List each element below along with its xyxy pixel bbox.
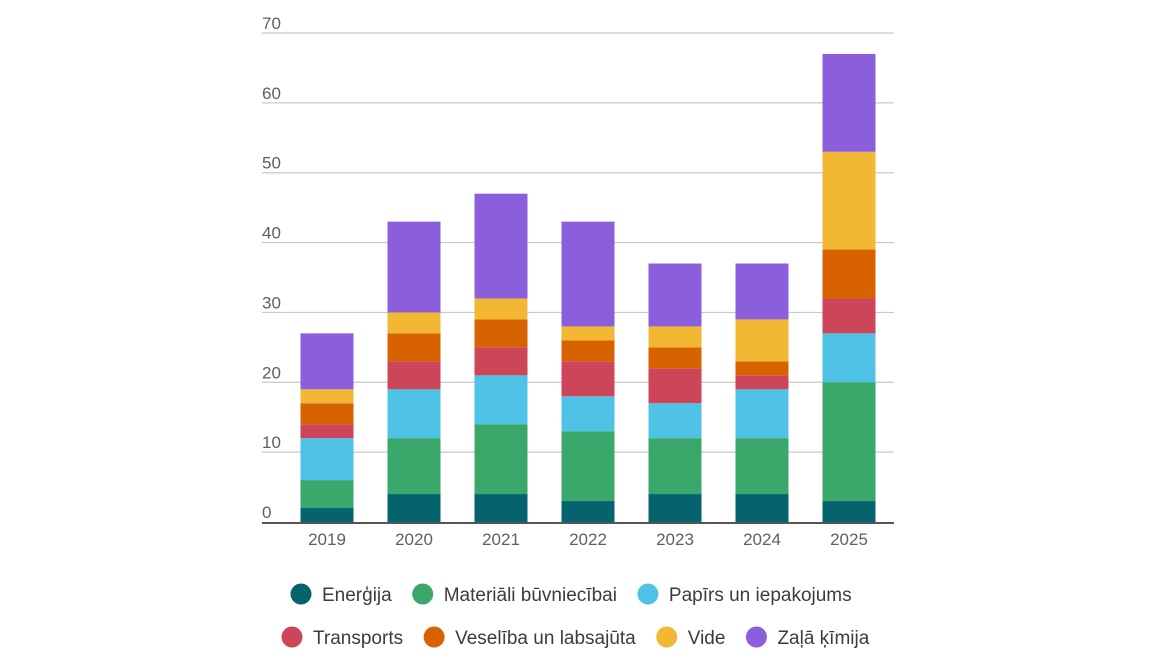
bar-segment bbox=[735, 263, 789, 320]
x-tick-label: 2020 bbox=[395, 530, 433, 549]
legend-swatch bbox=[290, 583, 312, 605]
legend-label: Transports bbox=[313, 628, 403, 649]
legend-swatch bbox=[745, 626, 767, 648]
x-tick-label: 2019 bbox=[308, 530, 346, 549]
legend-item: Veselība un labsajūta bbox=[423, 626, 636, 649]
legend-swatch bbox=[656, 626, 678, 648]
legend-swatch bbox=[412, 583, 434, 605]
bar-segment bbox=[822, 501, 876, 522]
bar-segment bbox=[300, 480, 354, 509]
bar-stack-2022 bbox=[561, 221, 615, 522]
bar-segment bbox=[648, 403, 702, 439]
y-tick-label: 60 bbox=[262, 84, 281, 103]
bar-segment bbox=[387, 438, 441, 495]
bar-segment bbox=[387, 494, 441, 522]
bar-segment bbox=[822, 333, 876, 383]
bar-segment bbox=[735, 389, 789, 439]
bar-stack-2023 bbox=[648, 263, 702, 522]
x-tick-label: 2022 bbox=[569, 530, 607, 549]
legend-label: Enerģija bbox=[322, 585, 392, 606]
bar-segment bbox=[648, 326, 702, 348]
legend-swatch bbox=[423, 626, 445, 648]
bar-segment bbox=[561, 396, 615, 432]
bar-segment bbox=[648, 438, 702, 495]
bar-segment bbox=[561, 431, 615, 502]
y-tick-label: 70 bbox=[262, 14, 281, 33]
bar-segment bbox=[300, 424, 354, 439]
bar-segment bbox=[561, 501, 615, 522]
bar-segment bbox=[648, 368, 702, 404]
bar-segment bbox=[735, 438, 789, 495]
bar-segment bbox=[561, 340, 615, 362]
bar-segment bbox=[474, 319, 528, 348]
bar-segment bbox=[300, 389, 354, 404]
legend-label: Materiāli būvniecībai bbox=[444, 585, 617, 606]
legend-label: Zaļā ķīmija bbox=[777, 628, 869, 649]
y-tick-label: 30 bbox=[262, 293, 281, 312]
bar-segment bbox=[735, 319, 789, 362]
bar-segment bbox=[735, 361, 789, 376]
bar-stack-2024 bbox=[735, 263, 789, 522]
bar-stack-2020 bbox=[387, 221, 441, 522]
y-tick-label: 50 bbox=[262, 154, 281, 173]
bar-segment bbox=[735, 494, 789, 522]
bar-segment bbox=[474, 347, 528, 376]
bar-stack-2025 bbox=[822, 53, 876, 522]
bar-segment bbox=[474, 494, 528, 522]
y-tick-label: 10 bbox=[262, 433, 281, 452]
bar-segment bbox=[561, 221, 615, 327]
x-tick-label: 2025 bbox=[830, 530, 868, 549]
bar-segment bbox=[822, 382, 876, 502]
bars bbox=[300, 53, 876, 522]
bar-segment bbox=[561, 326, 615, 341]
x-axis-ticks: 2019 2020 2021 2022 2023 2024 2025 bbox=[308, 530, 868, 549]
bar-segment bbox=[822, 298, 876, 334]
legend-item: Transports bbox=[281, 626, 403, 649]
bar-segment bbox=[300, 438, 354, 481]
bar-segment bbox=[822, 151, 876, 250]
bar-segment bbox=[822, 249, 876, 299]
legend-item: Vide bbox=[656, 626, 726, 649]
legend-item: Papīrs un iepakojums bbox=[637, 583, 852, 606]
bar-stack-2021 bbox=[474, 193, 528, 522]
bar-segment bbox=[648, 494, 702, 522]
x-tick-label: 2023 bbox=[656, 530, 694, 549]
y-tick-label: 0 bbox=[262, 503, 271, 522]
x-tick-label: 2021 bbox=[482, 530, 520, 549]
x-tick-label: 2024 bbox=[743, 530, 781, 549]
bar-segment bbox=[387, 221, 441, 313]
bar-segment bbox=[300, 508, 354, 522]
bar-segment bbox=[648, 263, 702, 327]
legend: Enerģija Materiāli būvniecībai Papīrs un i… bbox=[281, 583, 870, 649]
bar-segment bbox=[474, 193, 528, 299]
bar-segment bbox=[387, 312, 441, 334]
bar-stack-2019 bbox=[300, 333, 354, 522]
bar-segment bbox=[387, 389, 441, 439]
bar-segment bbox=[300, 333, 354, 390]
legend-item: Zaļā ķīmija bbox=[745, 626, 870, 649]
bar-segment bbox=[387, 333, 441, 362]
legend-label: Veselība un labsajūta bbox=[455, 628, 636, 649]
legend-swatch bbox=[637, 583, 659, 605]
bar-segment bbox=[387, 361, 441, 390]
bar-segment bbox=[735, 375, 789, 390]
legend-item: Materiāli būvniecībai bbox=[412, 583, 617, 606]
y-axis-ticks: 0 10 20 30 40 50 60 70 bbox=[262, 14, 281, 522]
legend-swatch bbox=[281, 626, 303, 648]
y-tick-label: 40 bbox=[262, 224, 281, 243]
bar-segment bbox=[561, 361, 615, 397]
bar-segment bbox=[474, 375, 528, 425]
bar-segment bbox=[822, 53, 876, 152]
bar-segment bbox=[474, 424, 528, 495]
bar-segment bbox=[474, 298, 528, 320]
legend-item: Enerģija bbox=[290, 583, 392, 606]
bar-segment bbox=[648, 347, 702, 369]
y-tick-label: 20 bbox=[262, 363, 281, 382]
legend-label: Vide bbox=[688, 628, 726, 649]
bar-segment bbox=[300, 403, 354, 425]
legend-label: Papīrs un iepakojums bbox=[669, 585, 852, 606]
